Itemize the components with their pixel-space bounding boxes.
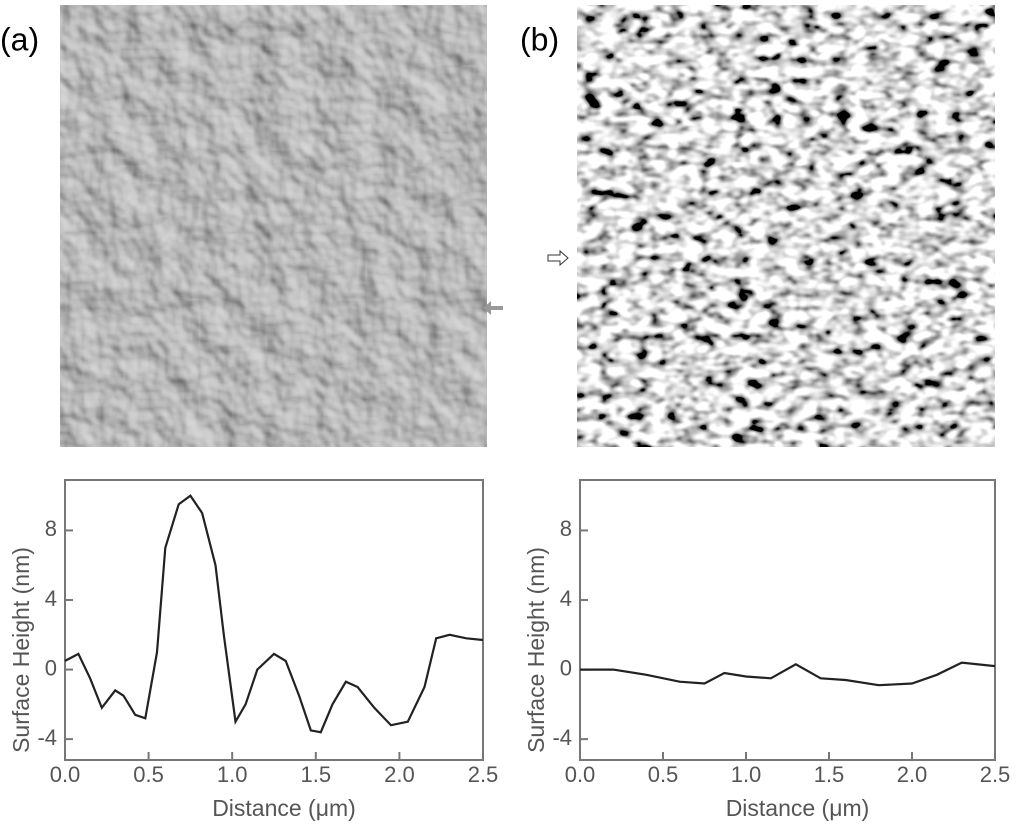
x-tick-label: 1.0 <box>217 762 248 787</box>
y-tick-label: -4 <box>552 725 572 750</box>
x-tick-label: 0.5 <box>133 762 164 787</box>
y-tick-label: 8 <box>560 516 572 541</box>
x-tick-label: 0.5 <box>648 762 679 787</box>
x-tick-label: 2.0 <box>384 762 415 787</box>
y-tick-label: 0 <box>45 655 57 680</box>
panel-label: (a) <box>0 21 39 57</box>
profile-line <box>580 661 996 687</box>
y-tick-label: 4 <box>560 586 572 611</box>
x-tick-label: 1.0 <box>731 762 762 787</box>
profile-line <box>64 494 484 734</box>
y-axis-label: Surface Height (nm) <box>8 547 34 753</box>
y-tick-label: 4 <box>45 586 57 611</box>
y-tick-label: 0 <box>560 655 572 680</box>
afm-image-a <box>60 5 487 447</box>
afm-image-b <box>577 5 995 447</box>
y-axis-label: Surface Height (nm) <box>523 547 549 753</box>
x-tick-label: 0.0 <box>50 762 81 787</box>
x-axis-label: Distance (μm) <box>212 795 356 821</box>
x-tick-label: 2.0 <box>897 762 928 787</box>
x-tick-label: 1.5 <box>301 762 332 787</box>
y-tick-label: -4 <box>37 725 57 750</box>
x-tick-label: 2.5 <box>468 762 499 787</box>
x-tick-label: 2.5 <box>980 762 1011 787</box>
panel-label: (b) <box>520 21 559 57</box>
x-tick-label: 1.5 <box>814 762 845 787</box>
arrow-b <box>547 249 569 267</box>
y-tick-label: 8 <box>45 516 57 541</box>
arrow-a <box>483 301 503 315</box>
plot-frame <box>64 479 484 761</box>
x-axis-label: Distance (μm) <box>726 795 870 821</box>
x-tick-label: 0.0 <box>565 762 596 787</box>
plot-frame <box>579 479 996 761</box>
